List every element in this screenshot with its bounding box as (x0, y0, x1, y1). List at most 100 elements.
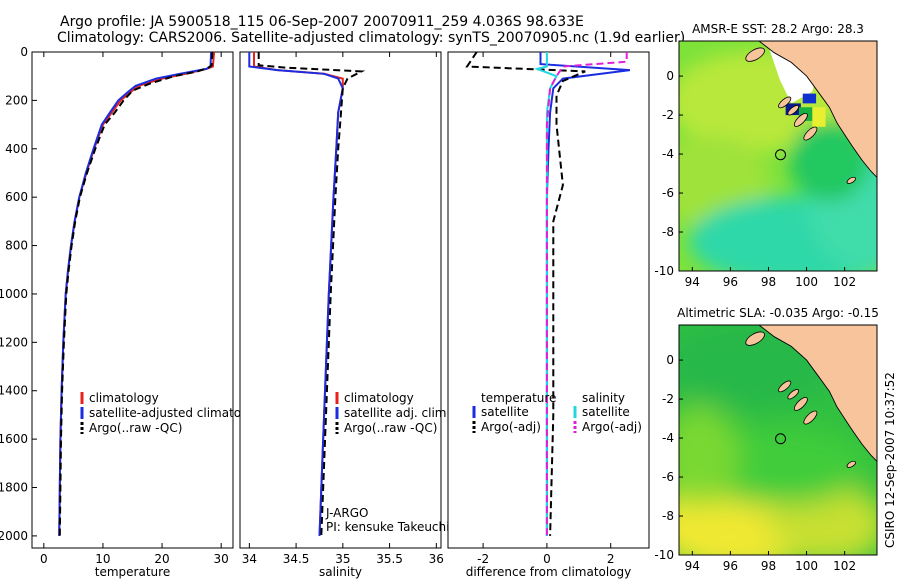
figure-title-line2: Climatology: CARS2006. Satellite-adjuste… (57, 30, 686, 46)
x-tick-label: 94 (685, 275, 700, 289)
annotation-program: J-ARGO (325, 506, 368, 520)
y-tick-label: 2000 (0, 529, 28, 543)
plot-frame (31, 51, 234, 549)
x-tick-label: -2 (477, 552, 489, 566)
x-tick-label: 35 (335, 552, 350, 566)
y-tick-label: -2 (662, 108, 674, 122)
sst-dark-pixel (802, 93, 817, 104)
legend-label: satellite-adjusted climatology (89, 406, 267, 420)
sst-yellow-pixel (812, 107, 826, 127)
y-tick-label: -8 (662, 225, 674, 239)
x-tick-label: 35.5 (376, 552, 403, 566)
figure-title-line1: Argo profile: JA 5900518_115 06-Sep-2007… (60, 14, 584, 30)
series-line-2 (248, 52, 344, 536)
map-panel-heatmap-2: Altimetric SLA: -0.035 Argo: -0.15 94 96 98… (654, 306, 879, 573)
y-tick-label: 0 (666, 353, 674, 367)
x-tick-label: 96 (723, 275, 738, 289)
x-tick-label: 100 (795, 275, 818, 289)
x-tick-label: 20 (154, 552, 169, 566)
island (745, 331, 765, 346)
y-tick-label: -10 (654, 548, 674, 562)
y-tick-label: -2 (662, 392, 674, 406)
map-field (679, 325, 877, 555)
x-axis-label: temperature (95, 565, 170, 579)
y-tick-label: 1200 (0, 335, 28, 349)
argo-float-marker (775, 433, 787, 445)
island (803, 126, 818, 141)
x-tick-label: 34 (242, 552, 257, 566)
island (787, 389, 800, 400)
y-tick-label: -4 (662, 147, 674, 161)
series-line-3 (533, 52, 558, 536)
landmass-sumatra (758, 325, 877, 463)
y-tick-label: 0 (666, 69, 674, 83)
island (793, 396, 808, 411)
map-frame (678, 324, 878, 556)
x-tick-label: 36 (429, 552, 444, 566)
legend-label: climatology (89, 391, 159, 405)
x-tick-label: 10 (95, 552, 110, 566)
map-title: Altimetric SLA: -0.035 Argo: -0.15 (677, 306, 879, 320)
map-panel-heatmap-1: AMSR-E SST: 28.2 Argo: 28.3 94 96 98 100 102 0… (654, 22, 878, 289)
x-tick-label: 34.5 (283, 552, 310, 566)
x-tick-label: 30 (214, 552, 229, 566)
legend-label: satellite (481, 405, 529, 419)
legend-label: climatology (344, 391, 414, 405)
map-frame (678, 40, 878, 272)
island (778, 380, 792, 393)
legend-label: Argo(-adj) (481, 420, 541, 434)
sla-blob (679, 405, 739, 505)
series-line-3 (58, 51, 214, 536)
argo-float-marker (775, 149, 787, 161)
series-line-2 (465, 51, 586, 536)
legend-label: satellite adj. clim. (344, 406, 450, 420)
y-tick-label: -10 (654, 264, 674, 278)
legend-header: salinity (582, 391, 625, 405)
y-tick-label: 1000 (0, 287, 28, 301)
map-title: AMSR-E SST: 28.2 Argo: 28.3 (692, 22, 864, 36)
legend-label: Argo(-adj) (582, 420, 642, 434)
side-label: CSIRO 12-Sep-2007 10:37:52 (883, 372, 897, 548)
x-tick-label: 0 (40, 552, 48, 566)
legend-label: Argo(..raw -QC) (89, 421, 182, 435)
y-tick-label: 600 (5, 190, 28, 204)
legend-label: Argo(..raw -QC) (344, 421, 437, 435)
y-tick-label: 1400 (0, 384, 28, 398)
x-tick-label: 102 (833, 559, 856, 573)
y-tick-label: -6 (662, 470, 674, 484)
island (778, 96, 792, 109)
y-tick-label: 800 (5, 239, 28, 253)
annotation-pi: PI: kensuke Takeuchi (326, 520, 449, 534)
island (793, 112, 808, 127)
legend-header: temperature (481, 391, 556, 405)
series-line-4 (545, 52, 628, 536)
profile-panel-1: 0 10 20 30 0 200 400 600 800 1000 1200 1400 1600 1800… (0, 45, 267, 579)
island (846, 460, 856, 468)
island (787, 105, 800, 116)
y-tick-label: -4 (662, 431, 674, 445)
x-tick-label: 2 (607, 552, 615, 566)
y-tick-label: 400 (5, 142, 28, 156)
sla-gradient (679, 325, 877, 555)
island (745, 47, 765, 62)
map-field (679, 41, 877, 271)
x-tick-label: 98 (761, 559, 776, 573)
y-tick-label: 1600 (0, 432, 28, 446)
x-tick-label: 0 (543, 552, 551, 566)
series-line-3 (257, 52, 366, 536)
y-tick-label: 1800 (0, 481, 28, 495)
profile-panel-2: 34 34.5 35 35.5 36 salinity climatologysatelli… (239, 51, 450, 579)
y-tick-label: -8 (662, 509, 674, 523)
x-tick-label: 100 (795, 559, 818, 573)
x-tick-label: 94 (685, 559, 700, 573)
legend-label: satellite (582, 405, 630, 419)
plot-frame (239, 51, 442, 549)
x-tick-label: 98 (761, 275, 776, 289)
landmass-sumatra (758, 41, 877, 179)
y-tick-label: -6 (662, 186, 674, 200)
x-axis-label: difference from climatology (466, 565, 632, 579)
x-tick-label: 102 (833, 275, 856, 289)
island (803, 410, 818, 425)
